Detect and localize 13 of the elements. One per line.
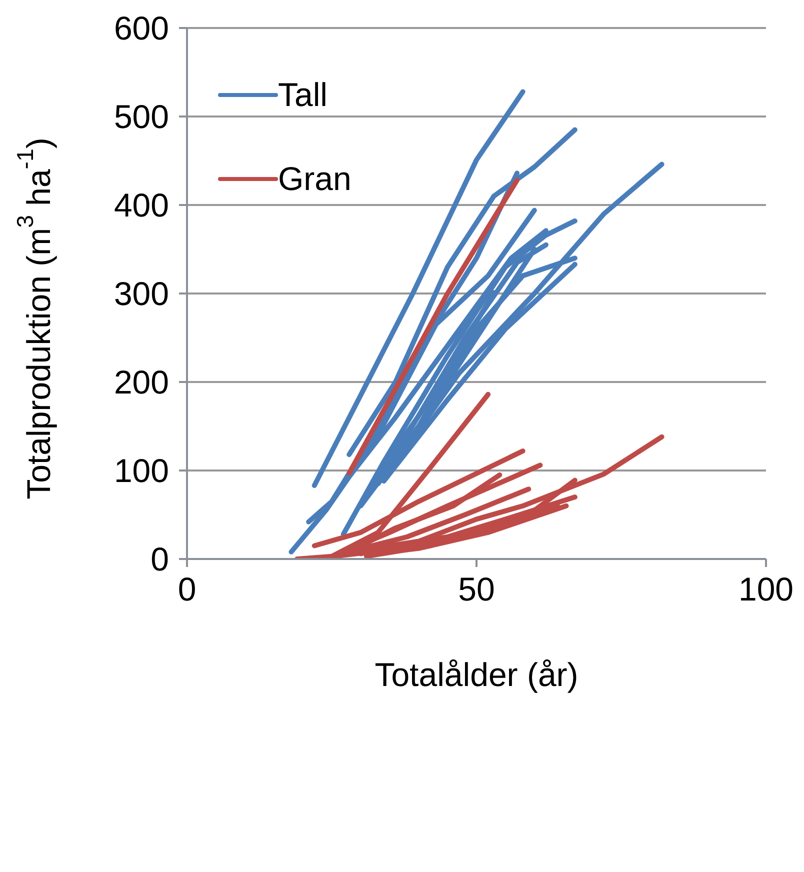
x-tick-label: 50	[458, 570, 495, 608]
x-axis-title: Totalålder (år)	[374, 656, 578, 693]
y-tick-label: 100	[114, 452, 169, 490]
y-tick-label: 0	[150, 540, 169, 578]
x-tick-label: 100	[738, 570, 794, 608]
y-tick-label: 300	[114, 275, 169, 312]
y-tick-label: 600	[114, 10, 169, 47]
y-tick-label: 500	[114, 98, 169, 136]
x-tick-label: 0	[178, 570, 196, 608]
y-tick-label: 400	[114, 186, 169, 224]
y-tick-label: 200	[114, 364, 169, 401]
legend-label: Gran	[278, 160, 352, 198]
legend-label: Tall	[278, 76, 328, 114]
